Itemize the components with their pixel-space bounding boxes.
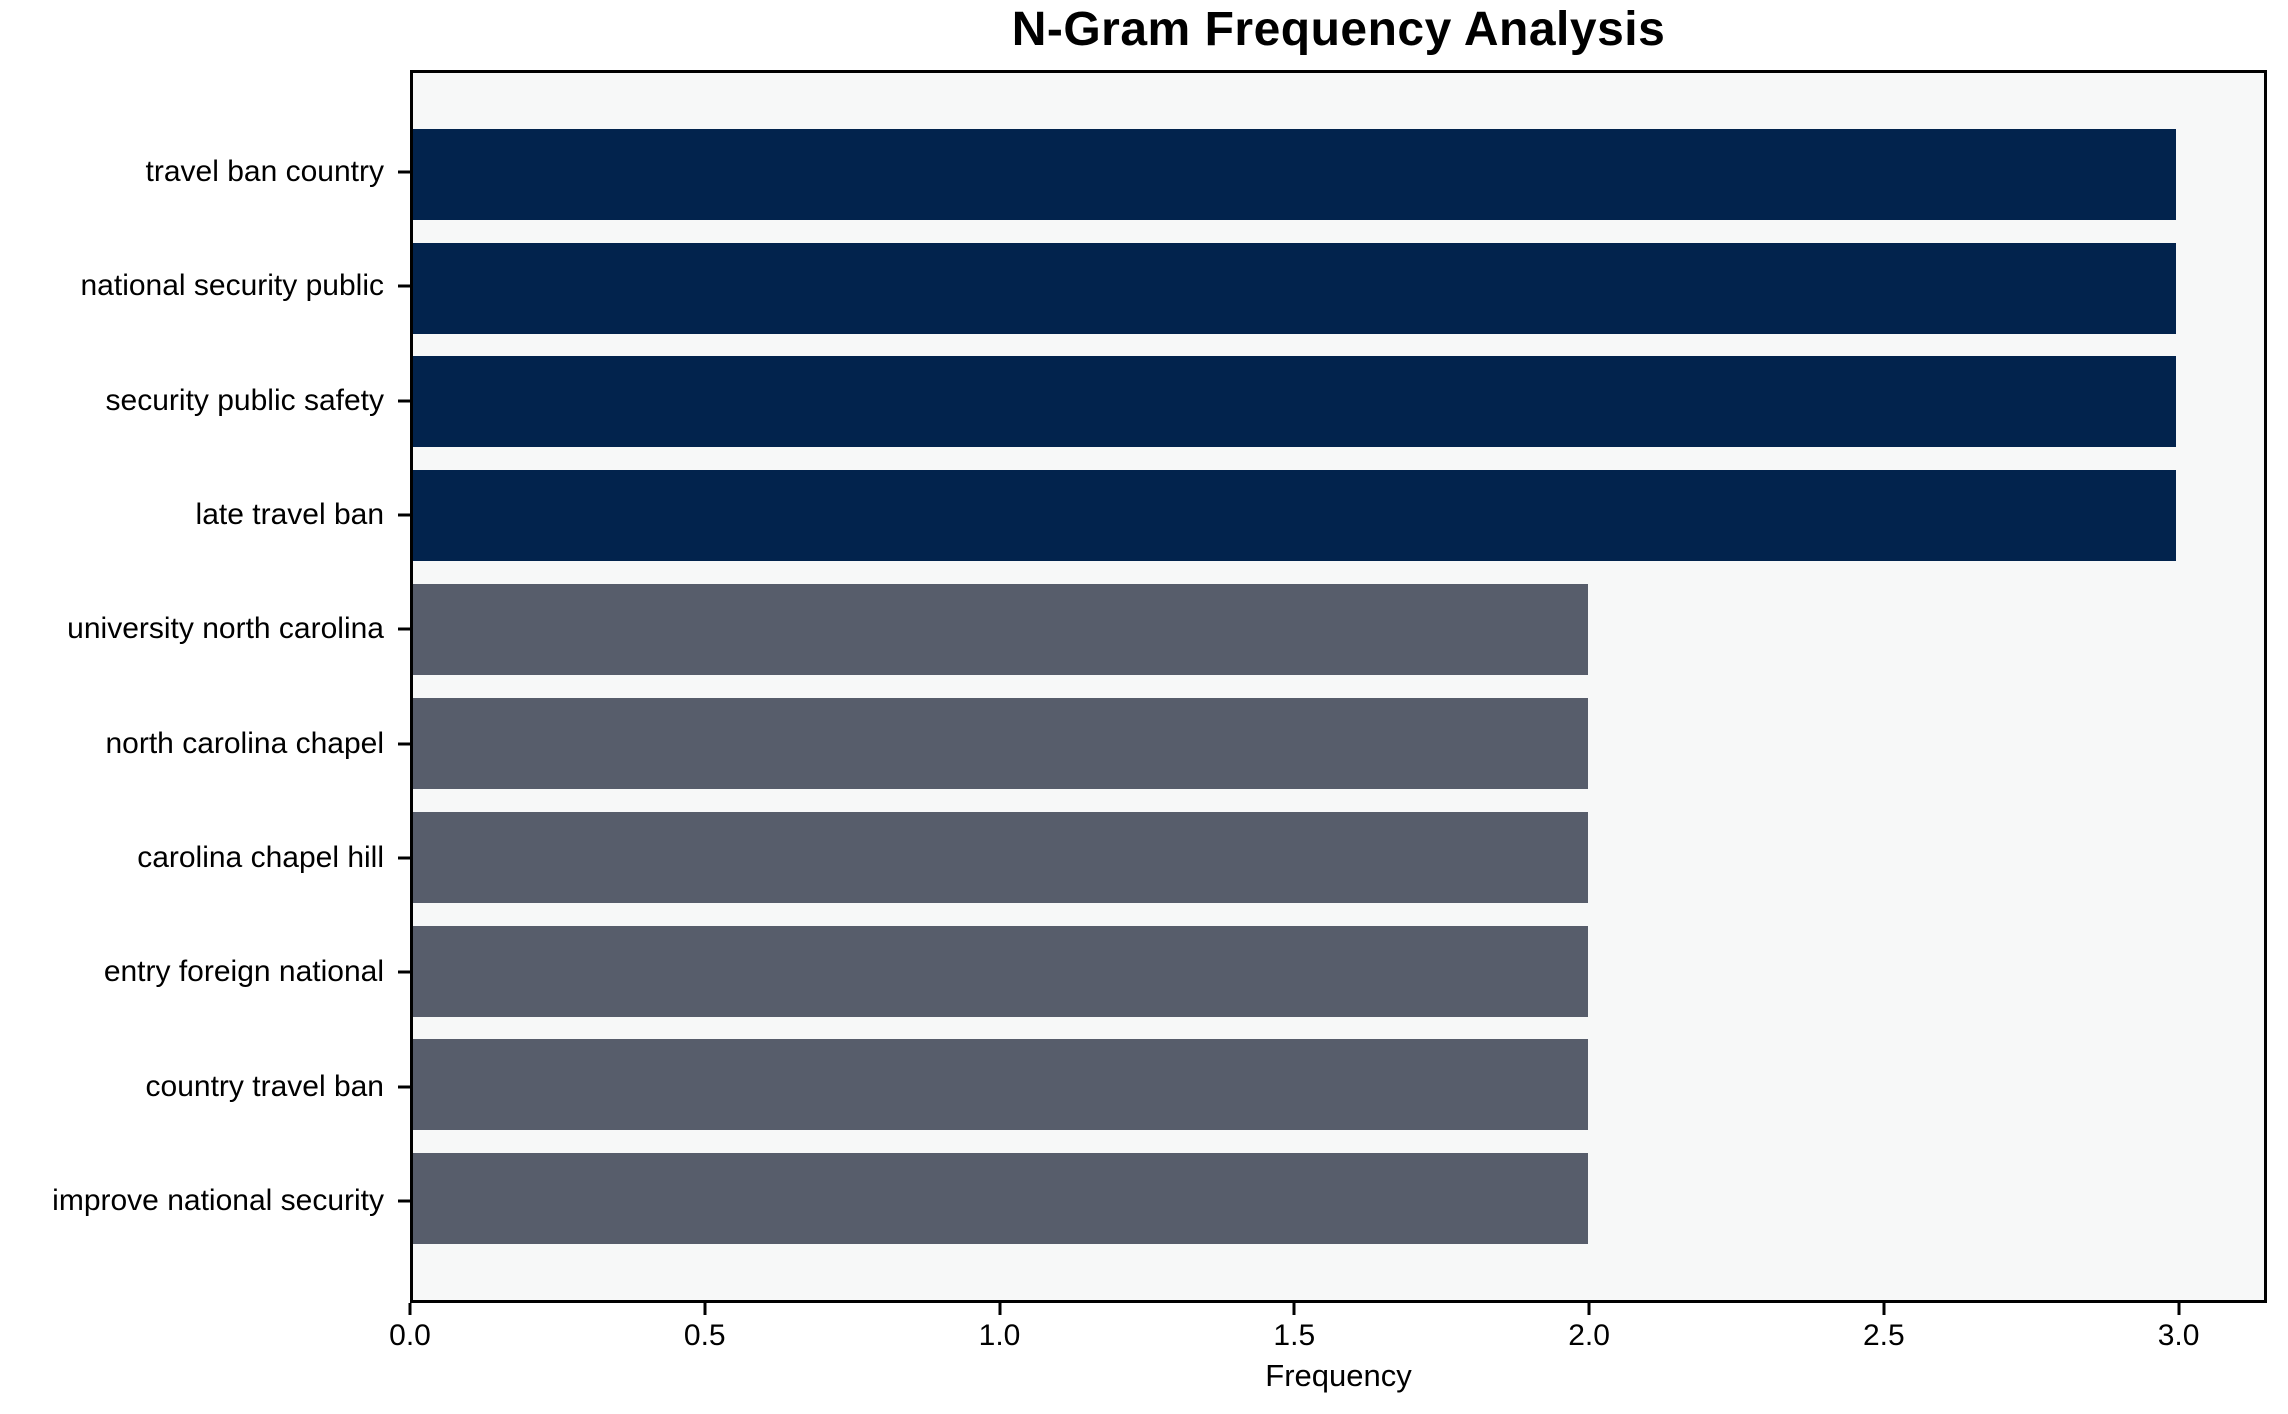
x-tick-mark bbox=[1882, 1303, 1886, 1315]
bar-carolina-chapel-hill bbox=[413, 811, 1589, 903]
x-axis: 0.0 0.5 1.0 1.5 2.0 2.5 3.0 bbox=[389, 1303, 2267, 1363]
y-tick-label: security public safety bbox=[105, 383, 384, 417]
x-tick-label: 1.5 bbox=[1273, 1319, 1316, 1352]
y-tick-label: travel ban country bbox=[145, 154, 384, 188]
y-tick-label: late travel ban bbox=[195, 497, 384, 531]
y-tick-mark bbox=[398, 742, 410, 746]
x-axis-label: Frequency bbox=[1265, 1358, 1412, 1393]
bar-country-travel-ban bbox=[413, 1039, 1589, 1131]
x-tick-mark bbox=[998, 1303, 1002, 1315]
bar-late-travel-ban bbox=[413, 470, 2176, 562]
x-tick-label: 2.0 bbox=[1568, 1319, 1610, 1352]
x-tick-mark bbox=[408, 1303, 412, 1315]
plot-area bbox=[410, 70, 2267, 1303]
x-tick-mark bbox=[1587, 1303, 1591, 1315]
y-axis: travel ban country national security publ… bbox=[0, 70, 410, 1303]
bar-university-north-carolina bbox=[413, 584, 1589, 676]
chart-title: N-Gram Frequency Analysis bbox=[1011, 3, 1666, 56]
y-tick-label: improve national security bbox=[52, 1184, 384, 1218]
x-tick-label: 1.0 bbox=[978, 1319, 1021, 1352]
x-tick-label: 3.0 bbox=[2157, 1319, 2200, 1352]
bar-travel-ban-country bbox=[413, 128, 2176, 220]
x-tick-mark bbox=[2177, 1303, 2181, 1315]
y-tick-label: entry foreign national bbox=[103, 955, 384, 989]
y-tick-mark bbox=[398, 284, 410, 288]
bar-entry-foreign-national bbox=[413, 925, 1589, 1017]
x-tick-mark bbox=[1292, 1303, 1296, 1315]
y-tick-label: university north carolina bbox=[67, 612, 384, 646]
y-tick-label: country travel ban bbox=[145, 1069, 384, 1103]
bar-improve-national-security bbox=[413, 1153, 1589, 1245]
y-tick-mark bbox=[398, 1085, 410, 1089]
y-tick-mark bbox=[398, 856, 410, 860]
y-tick-mark bbox=[398, 627, 410, 631]
x-tick-label: 0.5 bbox=[683, 1319, 726, 1352]
y-tick-label: national security public bbox=[80, 269, 384, 303]
y-tick-mark bbox=[398, 970, 410, 974]
x-tick-label: 2.5 bbox=[1862, 1319, 1905, 1352]
bar-national-security-public bbox=[413, 242, 2176, 334]
y-tick-mark bbox=[398, 513, 410, 517]
x-tick-label: 0.0 bbox=[389, 1319, 431, 1352]
y-tick-mark bbox=[398, 170, 410, 174]
y-tick-mark bbox=[398, 1199, 410, 1203]
bar-north-carolina-chapel bbox=[413, 697, 1589, 789]
y-tick-mark bbox=[398, 399, 410, 403]
y-tick-label: carolina chapel hill bbox=[137, 841, 384, 875]
y-tick-label: north carolina chapel bbox=[105, 726, 384, 760]
x-tick-mark bbox=[703, 1303, 707, 1315]
bar-security-public-safety bbox=[413, 356, 2176, 448]
